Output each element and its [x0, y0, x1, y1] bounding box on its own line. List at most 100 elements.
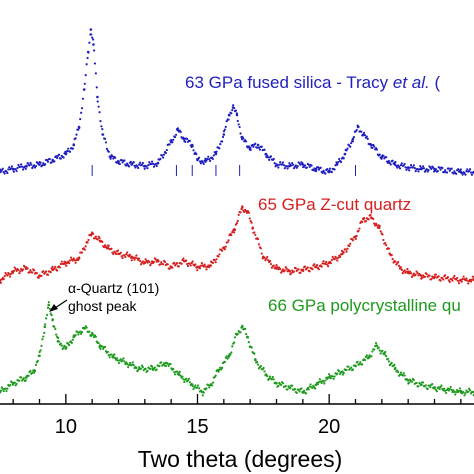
- series-1-trace-dot: [4, 271, 7, 275]
- series-2-trace-dot: [187, 377, 191, 380]
- series-1-trace-dot: [54, 265, 57, 268]
- series-1-trace-dot: [58, 266, 62, 269]
- series-2-trace-dot: [454, 393, 457, 396]
- series-1-trace-dot: [18, 272, 21, 275]
- series-1-trace-dot: [406, 267, 409, 271]
- series-2-point: [217, 368, 220, 372]
- series-0-trace-dot: [199, 162, 203, 165]
- series-1-point: [156, 259, 160, 263]
- series-2-point: [341, 370, 344, 374]
- series-0-trace-dot: [96, 100, 99, 103]
- series-1-trace-dot: [260, 252, 263, 255]
- series-0-point: [89, 28, 93, 31]
- series-2-point: [420, 383, 423, 387]
- series-0-point: [0, 170, 2, 174]
- series-1-trace-dot: [128, 253, 132, 256]
- series-1-trace-dot: [139, 263, 143, 266]
- series-2-trace-dot: [448, 387, 451, 391]
- series-0-point: [72, 143, 76, 147]
- series-1-trace-dot: [175, 262, 179, 265]
- series-0-trace-dot: [91, 38, 95, 41]
- series-1-trace-dot: [9, 275, 12, 278]
- series-1-trace-dot: [423, 275, 426, 278]
- series-0-point: [248, 146, 252, 150]
- series-0-trace-dot: [230, 112, 233, 115]
- series-1-trace-dot: [73, 259, 76, 262]
- series-0-trace-dot: [209, 159, 212, 162]
- series-0-trace-dot: [419, 165, 422, 168]
- series-0-trace-dot: [126, 162, 129, 165]
- series-2-trace-dot: [350, 366, 353, 369]
- series-1-trace-dot: [324, 262, 327, 265]
- series-0-trace-dot: [59, 157, 62, 160]
- series-0-trace-dot: [170, 138, 173, 142]
- series-0-trace-dot: [53, 160, 56, 163]
- series-1-trace-dot: [313, 263, 316, 266]
- series-1-trace-dot: [150, 260, 154, 263]
- series-2-trace-dot: [457, 389, 461, 393]
- series-2-trace-dot: [183, 380, 186, 384]
- series-0-trace-dot: [68, 150, 72, 153]
- annotation-line-1: α-Quartz (101): [68, 280, 159, 296]
- series-2-point: [138, 367, 141, 371]
- series-1-trace-dot: [13, 266, 16, 269]
- series-0-trace-dot: [319, 166, 322, 169]
- series-2-trace-dot: [56, 336, 60, 340]
- series-1-trace-dot: [369, 213, 372, 217]
- series-2-trace-dot: [464, 392, 467, 395]
- series-2-trace-dot: [6, 387, 9, 390]
- series-0-trace-dot: [99, 120, 102, 123]
- series-2-trace-dot: [47, 301, 50, 304]
- series-0-trace-dot: [86, 56, 89, 60]
- series-1-trace-dot: [9, 272, 13, 275]
- series-0-trace-dot: [352, 136, 356, 139]
- series-2-point: [288, 386, 291, 389]
- series-2-point: [64, 347, 68, 350]
- series-1-trace-dot: [280, 270, 284, 273]
- x-tick-layer: 10 15 20: [12, 394, 462, 438]
- series-2-point: [314, 383, 318, 387]
- series-1-trace-dot: [235, 222, 238, 225]
- series-2-point: [383, 353, 386, 356]
- series-0-trace-dot: [469, 171, 473, 174]
- series-0-trace-dot: [41, 164, 44, 167]
- series-1-trace-dot: [94, 235, 97, 238]
- series-0-trace-dot: [251, 143, 254, 147]
- series-2-point: [393, 367, 397, 371]
- series-1-trace-dot: [439, 279, 442, 282]
- series-1-trace-dot: [233, 231, 236, 234]
- series-2-trace-dot: [365, 354, 368, 357]
- series-0-point: [351, 137, 355, 141]
- series-0-trace-dot: [409, 163, 413, 167]
- series-0-trace-dot: [84, 74, 87, 77]
- series-2-trace-dot: [455, 390, 458, 394]
- series-2-trace-dot: [172, 367, 175, 371]
- series-1-trace-dot: [205, 268, 208, 271]
- series-2-point: [90, 332, 94, 336]
- series-2-trace-dot: [387, 360, 391, 363]
- series-2-point: [151, 367, 155, 371]
- series-0-trace-dot: [34, 164, 38, 168]
- annotation-line-2: ghost peak: [68, 298, 137, 314]
- series-0-trace-dot: [399, 163, 403, 167]
- series-0-trace-dot: [67, 147, 70, 150]
- series-2-trace-dot: [208, 386, 211, 389]
- series-1-trace-dot: [259, 247, 262, 250]
- series-1-trace-dot: [456, 279, 460, 282]
- series-1-point: [51, 268, 54, 272]
- series-1-point: [251, 226, 255, 230]
- series-0-trace-dot: [201, 161, 204, 164]
- series-1-trace-dot: [218, 253, 221, 256]
- series-0-trace-dot: [162, 153, 166, 156]
- series-2-trace-dot: [437, 386, 440, 389]
- series-0-trace-dot: [303, 164, 307, 167]
- series-0-trace-dot: [350, 141, 353, 145]
- series-2-trace-dot: [185, 377, 188, 380]
- series-2-trace-dot: [393, 363, 396, 366]
- series-1-trace-dot: [267, 259, 270, 262]
- series-0-point: [314, 167, 318, 171]
- series-label-polycrystalline: 66 GPa polycrystalline qu: [268, 296, 461, 315]
- series-0-trace-dot: [468, 168, 472, 171]
- series-0-trace-dot: [204, 157, 207, 160]
- series-1-trace-dot: [237, 213, 240, 216]
